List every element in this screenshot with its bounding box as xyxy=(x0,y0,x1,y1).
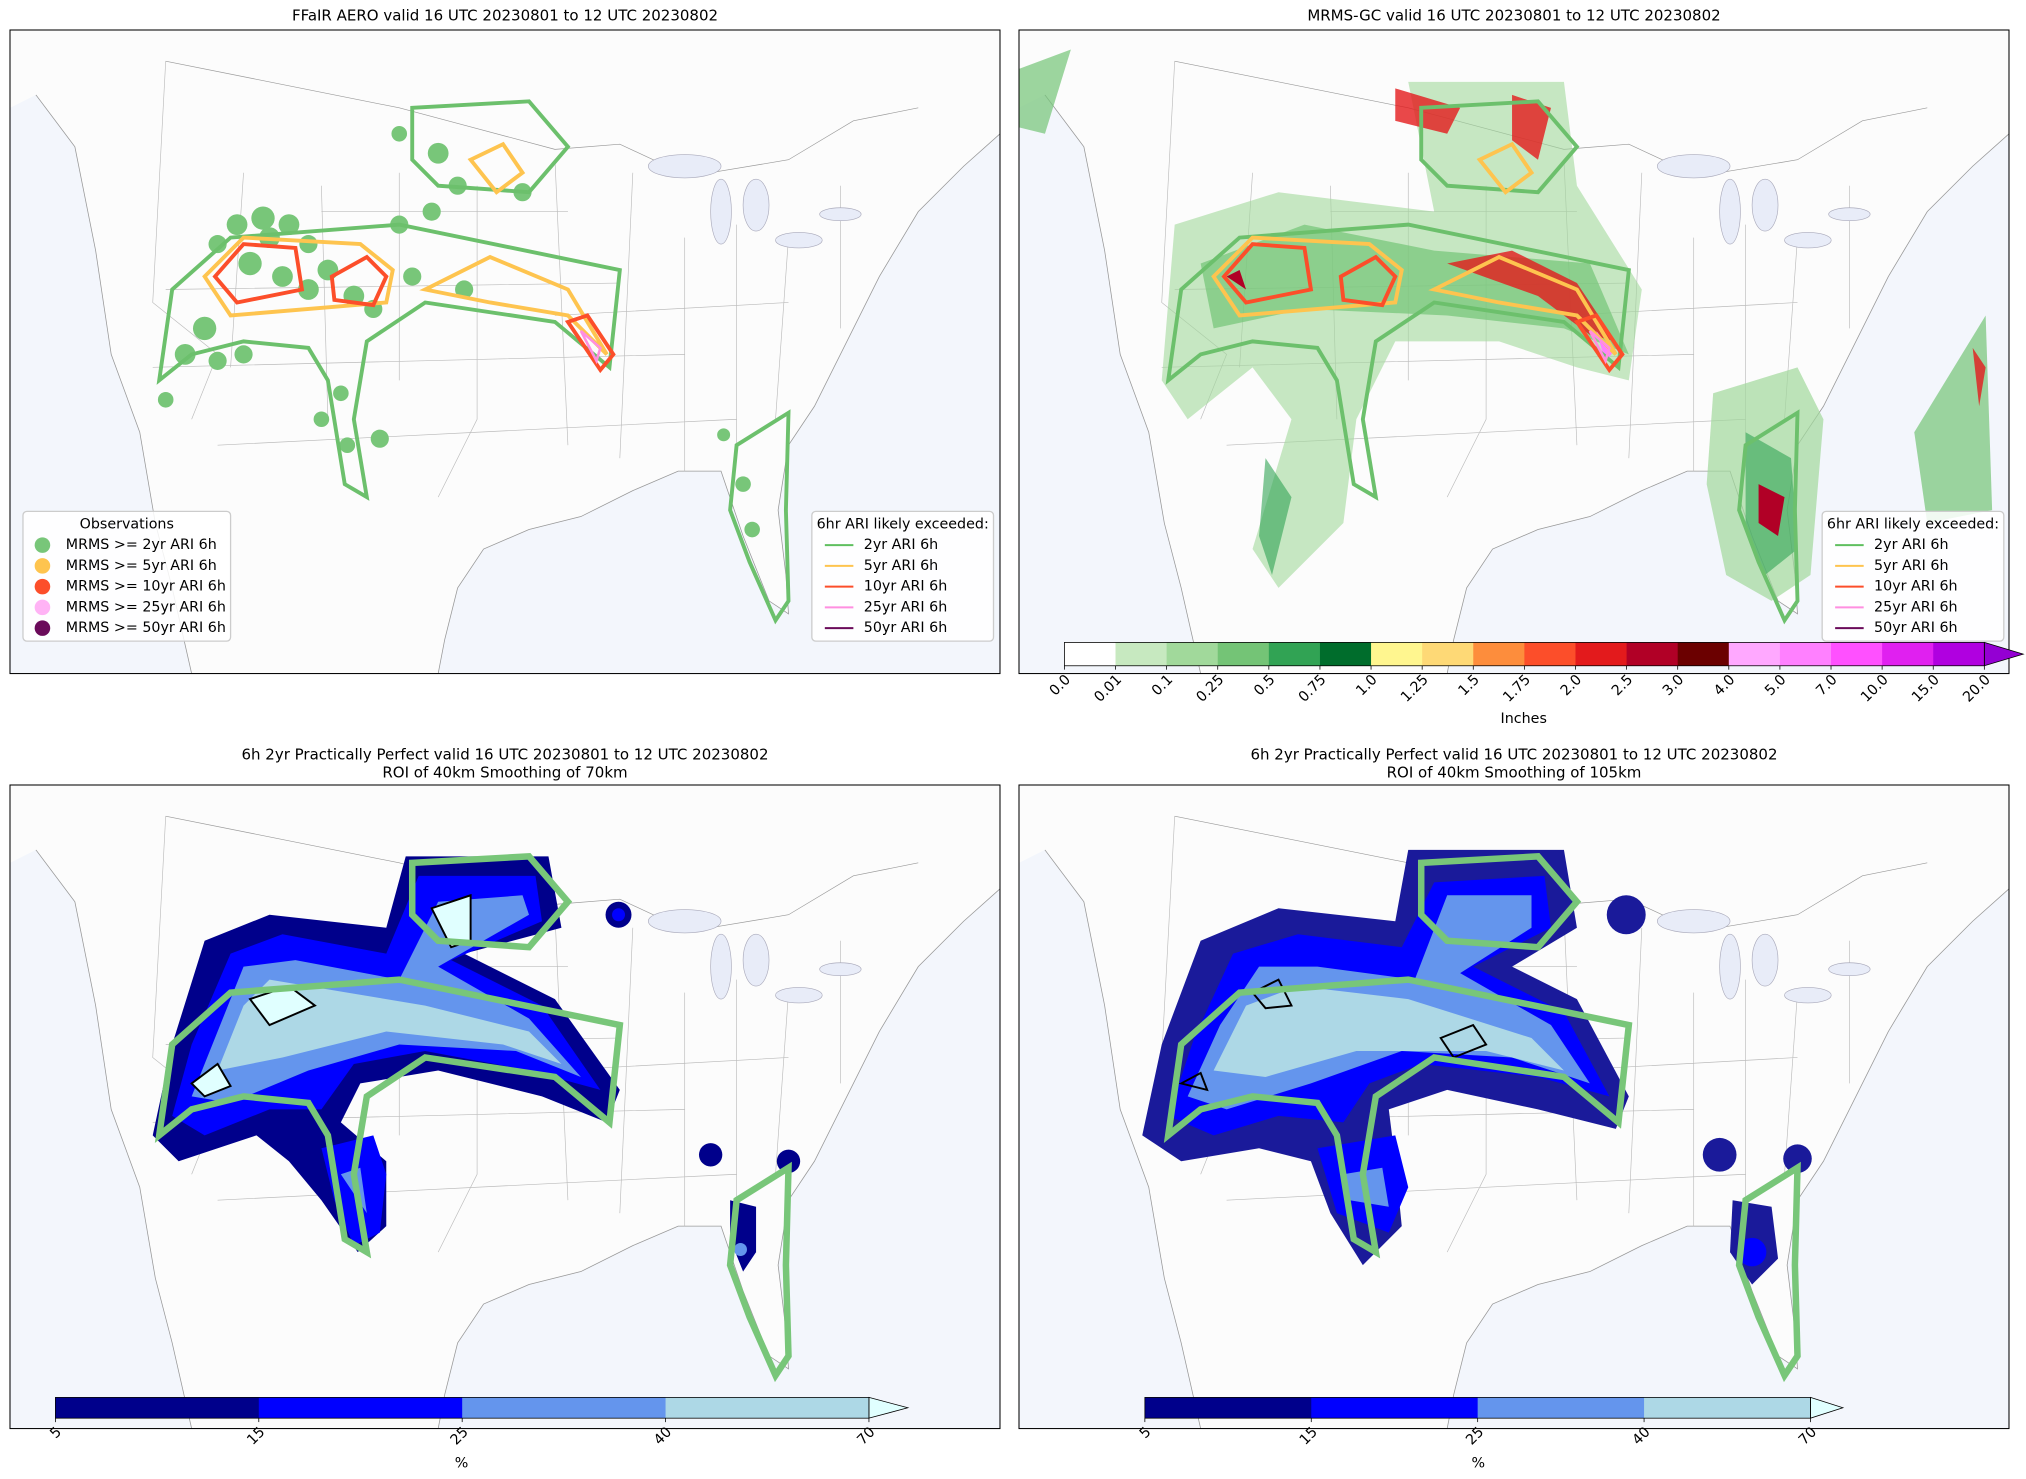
colorbar-segment xyxy=(1422,642,1474,666)
legend-label: 50yr ARI 6h xyxy=(864,620,948,636)
legend-box xyxy=(1821,510,2005,642)
legend-label: 5yr ARI 6h xyxy=(1874,558,1948,574)
legend-box xyxy=(811,510,995,642)
colorbar-segment xyxy=(1524,642,1576,666)
colorbar-tick-label: 2.0 xyxy=(1558,672,1585,699)
precip-field xyxy=(1161,81,1993,601)
colorbar-segment xyxy=(462,1397,666,1419)
colorbar-segment xyxy=(1144,1397,1312,1419)
colorbar-segment xyxy=(665,1397,870,1419)
colorbar-segment xyxy=(1319,642,1372,666)
panel-title: 6h 2yr Practically Perfect valid 16 UTC … xyxy=(1250,746,1777,764)
legend-marker xyxy=(34,620,51,636)
colorbar-tick-label: 20.0 xyxy=(1960,672,1994,706)
colorbar-tick-label: 1.75 xyxy=(1500,672,1534,706)
colorbar-label: % xyxy=(1472,1456,1486,1472)
colorbar-tick-label: 4.0 xyxy=(1711,672,1738,699)
panel-subtitle: ROI of 40km Smoothing of 70km xyxy=(382,764,627,782)
colorbar-segment xyxy=(1779,642,1832,666)
colorbar-tick-label: 1.5 xyxy=(1456,672,1483,699)
panel-title: 6h 2yr Practically Perfect valid 16 UTC … xyxy=(241,746,768,764)
colorbar-tick-label: 15.0 xyxy=(1909,672,1943,706)
colorbar-segment xyxy=(1166,642,1219,666)
legend-marker xyxy=(34,558,51,574)
map-panel: 6hr ARI likely exceeded: 2yr ARI 6h 5yr AR… xyxy=(1018,29,2025,727)
legend-box xyxy=(22,510,232,642)
colorbar-segment xyxy=(1626,642,1679,666)
legend-marker xyxy=(34,599,51,616)
colorbar-tick-label: 1.25 xyxy=(1398,672,1432,706)
panel-title: MRMS-GC valid 16 UTC 20230801 to 12 UTC … xyxy=(1307,7,1720,25)
colorbar-tick-label: 0.0 xyxy=(1047,672,1074,699)
colorbar-segment xyxy=(1677,642,1730,666)
legend-label: 2yr ARI 6h xyxy=(864,537,938,553)
colorbar-tick-label: 7.0 xyxy=(1813,672,1840,699)
colorbar-tick-label: 3.0 xyxy=(1660,672,1687,699)
colorbar-tick-label: 5.0 xyxy=(1762,672,1789,699)
legend-label: 50yr ARI 6h xyxy=(1874,620,1958,636)
colorbar-segment xyxy=(1644,1397,1811,1419)
colorbar-segment xyxy=(1575,642,1627,666)
colorbar-segment xyxy=(258,1397,463,1419)
colorbar-segment xyxy=(1268,642,1321,666)
colorbar-segment xyxy=(1064,642,1116,666)
colorbar-tick-label: 0.5 xyxy=(1251,672,1278,699)
colorbar-tick-label: 0.25 xyxy=(1194,672,1228,706)
legend-label: 2yr ARI 6h xyxy=(1874,537,1948,553)
legend-marker xyxy=(34,578,51,595)
legend-title: Observations xyxy=(80,516,174,532)
colorbar-tick-label: 10.0 xyxy=(1858,672,1892,706)
legend-title: 6hr ARI likely exceeded: xyxy=(1827,516,1999,532)
map-panel: 5 15 25 40 70% xyxy=(1018,784,2010,1472)
colorbar-label: Inches xyxy=(1501,711,1547,727)
map-panel: Observations MRMS >= 2yr ARI 6h MRMS >= 5y… xyxy=(9,29,1001,675)
legend-label: MRMS >= 50yr ARI 6h xyxy=(66,620,226,636)
colorbar-segment xyxy=(1882,642,1934,666)
colorbar-segment xyxy=(1217,642,1270,666)
legend-label: MRMS >= 10yr ARI 6h xyxy=(66,579,226,595)
probability-field xyxy=(152,856,801,1272)
colorbar-segment xyxy=(1311,1397,1479,1419)
colorbar-tick-label: 0.75 xyxy=(1296,672,1330,706)
legend-label: 25yr ARI 6h xyxy=(864,599,948,615)
map-panel: 5 15 25 40 70% xyxy=(9,784,1001,1472)
colorbar-tick-label: 0.1 xyxy=(1149,672,1176,699)
colorbar-tick-label: 0.01 xyxy=(1091,672,1125,706)
colorbar-tick-label: 2.5 xyxy=(1609,672,1636,699)
colorbar-segment xyxy=(55,1397,260,1419)
legend-title: 6hr ARI likely exceeded: xyxy=(817,516,989,532)
colorbar-segment xyxy=(1831,642,1883,666)
colorbar-segment xyxy=(1728,642,1781,666)
legend-label: MRMS >= 2yr ARI 6h xyxy=(66,537,217,553)
colorbar-segment xyxy=(1115,642,1168,666)
panel-title: FFaIR AERO valid 16 UTC 20230801 to 12 U… xyxy=(292,7,718,25)
colorbar-segment xyxy=(1477,1397,1645,1419)
panel-subtitle: ROI of 40km Smoothing of 105km xyxy=(1387,764,1642,782)
legend-label: MRMS >= 5yr ARI 6h xyxy=(66,558,217,574)
legend-label: 10yr ARI 6h xyxy=(864,579,948,595)
legend-label: 25yr ARI 6h xyxy=(1874,599,1958,615)
colorbar-segment xyxy=(1473,642,1525,666)
colorbar-segment xyxy=(1933,642,1985,666)
legend-label: MRMS >= 25yr ARI 6h xyxy=(66,599,226,615)
legend-label: 5yr ARI 6h xyxy=(864,558,938,574)
colorbar-label: % xyxy=(455,1456,469,1472)
colorbar-tick-label: 1.0 xyxy=(1353,672,1380,699)
legend-label: 10yr ARI 6h xyxy=(1874,579,1958,595)
colorbar-segment xyxy=(1371,642,1423,666)
legend-marker xyxy=(34,537,51,553)
